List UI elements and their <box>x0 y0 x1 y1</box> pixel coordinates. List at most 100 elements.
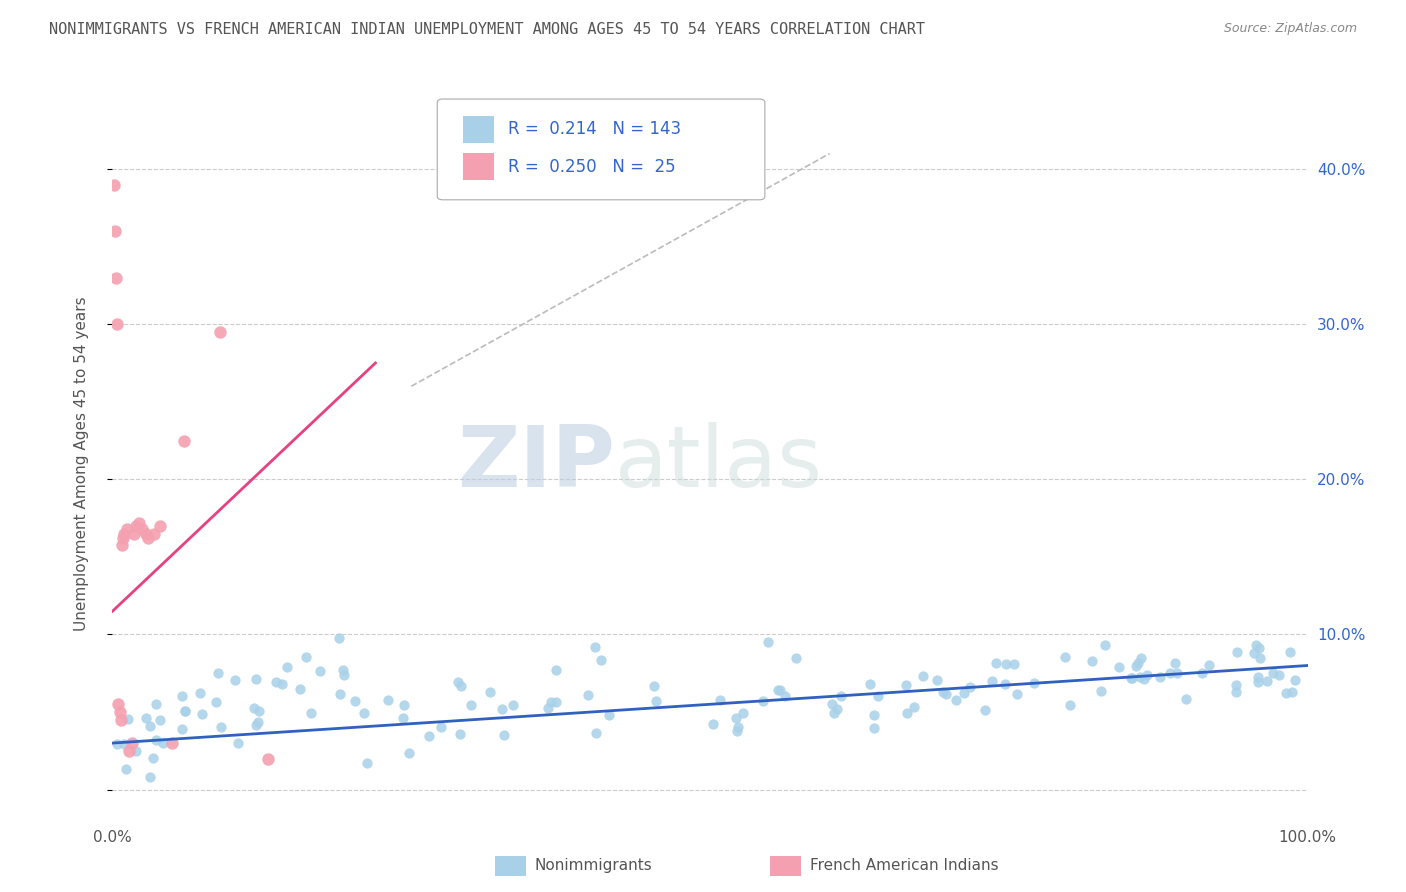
Point <box>173 434 195 448</box>
Point <box>724 711 747 725</box>
Point <box>1198 657 1220 672</box>
Point <box>1268 667 1291 681</box>
Point <box>125 519 148 533</box>
Point <box>935 687 957 701</box>
Point <box>143 526 166 541</box>
Point <box>103 178 125 192</box>
Point <box>301 706 323 720</box>
Point <box>479 685 502 699</box>
Point <box>1284 673 1306 688</box>
Point <box>1243 647 1265 661</box>
Point <box>204 695 226 709</box>
Point <box>209 325 232 339</box>
Point <box>756 635 779 649</box>
Point <box>643 680 665 694</box>
Point <box>172 723 194 737</box>
Point <box>245 673 267 687</box>
Point <box>1263 666 1285 681</box>
Point <box>952 686 974 700</box>
Point <box>702 716 724 731</box>
Point <box>709 692 731 706</box>
Point <box>502 698 524 712</box>
Point <box>294 650 316 665</box>
Point <box>537 701 560 715</box>
Point <box>1081 654 1104 668</box>
Point <box>980 674 1002 689</box>
Point <box>731 706 754 720</box>
Point <box>343 693 366 707</box>
Text: ZIP: ZIP <box>457 422 614 506</box>
Point <box>398 747 420 761</box>
Point <box>769 683 792 698</box>
Point <box>149 713 172 727</box>
Point <box>128 516 150 530</box>
Point <box>139 719 162 733</box>
Point <box>115 763 138 777</box>
Point <box>111 537 134 551</box>
Point <box>450 679 472 693</box>
Point <box>460 698 482 712</box>
Point <box>392 711 415 725</box>
Point <box>896 706 918 720</box>
Point <box>226 736 249 750</box>
Point <box>823 706 845 721</box>
Point <box>353 706 375 720</box>
Point <box>727 723 749 738</box>
Point <box>1090 683 1112 698</box>
Point <box>1226 644 1249 658</box>
Point <box>270 677 292 691</box>
Point <box>1166 665 1188 680</box>
Point <box>115 522 138 536</box>
Point <box>104 224 127 238</box>
Point <box>125 743 148 757</box>
Point <box>1247 670 1270 684</box>
Point <box>1136 667 1159 681</box>
Point <box>105 270 128 285</box>
Point <box>112 737 135 751</box>
Point <box>859 677 882 691</box>
Point <box>1094 638 1116 652</box>
Point <box>1133 673 1156 687</box>
Y-axis label: Unemployment Among Ages 45 to 54 years: Unemployment Among Ages 45 to 54 years <box>75 296 89 632</box>
Point <box>591 653 613 667</box>
Point <box>911 668 934 682</box>
Text: Source: ZipAtlas.com: Source: ZipAtlas.com <box>1223 22 1357 36</box>
Point <box>142 750 165 764</box>
Point <box>825 702 848 716</box>
Point <box>1247 675 1270 690</box>
Point <box>245 718 267 732</box>
Point <box>775 689 797 703</box>
Point <box>1108 659 1130 673</box>
Point <box>932 685 955 699</box>
Point <box>868 689 890 703</box>
Point <box>207 666 229 681</box>
Point <box>356 756 378 771</box>
Point <box>598 707 620 722</box>
Point <box>1175 691 1198 706</box>
Point <box>377 693 399 707</box>
Point <box>107 698 129 712</box>
Point <box>328 631 350 645</box>
Point <box>1126 656 1149 670</box>
Point <box>994 677 1017 691</box>
Point <box>727 720 749 734</box>
Point <box>1130 651 1153 665</box>
Text: atlas: atlas <box>614 422 823 506</box>
Point <box>174 704 197 718</box>
Point <box>1249 640 1271 655</box>
Point <box>959 680 981 694</box>
Point <box>121 736 143 750</box>
Point <box>392 698 415 713</box>
Point <box>257 751 280 765</box>
Point <box>135 711 157 725</box>
Point <box>112 531 135 545</box>
Point <box>332 663 354 677</box>
Point <box>1129 669 1152 683</box>
Point <box>986 657 1008 671</box>
Point <box>1244 639 1267 653</box>
Point <box>211 720 233 734</box>
Point <box>308 665 330 679</box>
Point <box>752 693 775 707</box>
Point <box>264 674 287 689</box>
Point <box>1024 675 1046 690</box>
